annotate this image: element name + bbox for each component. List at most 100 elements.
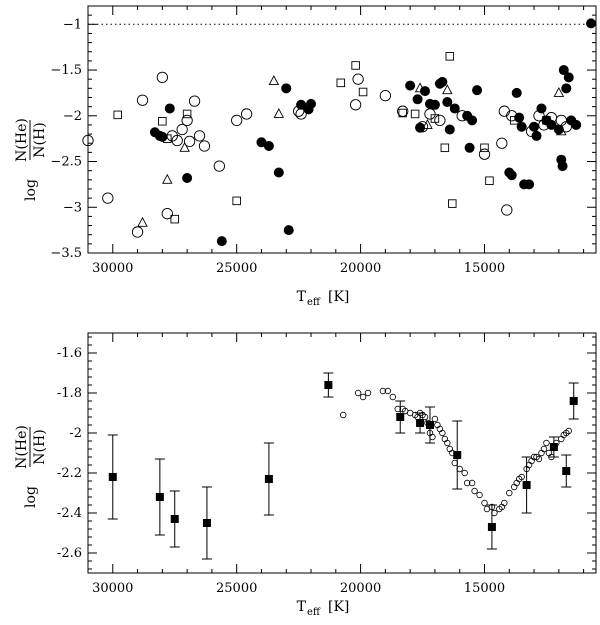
bottom-point-open-circle bbox=[424, 419, 431, 427]
top-point-open-square bbox=[410, 109, 420, 119]
top-xlabel-main: T bbox=[297, 289, 307, 305]
bottom-point-open-circle bbox=[429, 433, 436, 441]
top-point-open-circle bbox=[161, 208, 173, 220]
bottom-point-open-circle bbox=[548, 453, 555, 461]
top-point-filled-circle bbox=[273, 167, 284, 178]
top-point-filled-circle bbox=[557, 161, 568, 172]
top-y-tick-label: −2 bbox=[63, 109, 82, 124]
bottom-y-tick-label: -2.2 bbox=[57, 466, 82, 481]
bottom-point-open-circle bbox=[461, 469, 468, 477]
top-point-filled-circle bbox=[561, 83, 572, 94]
top-point-open-circle bbox=[349, 99, 362, 111]
bottom-point-open-circle bbox=[491, 509, 498, 517]
top-y-tick-label: −2.5 bbox=[50, 155, 82, 170]
bottom-x-tick-label: 30000 bbox=[92, 581, 133, 596]
top-point-open-circle bbox=[198, 140, 211, 152]
top-x-tick-label: 25000 bbox=[216, 261, 257, 276]
top-x-tick-label: 20000 bbox=[340, 261, 381, 276]
bottom-point-open-circle bbox=[463, 479, 471, 487]
bottom-point-open-circle bbox=[354, 389, 362, 397]
bottom-point-open-circle bbox=[553, 439, 560, 447]
top-point-open-circle bbox=[171, 134, 183, 147]
top-ylabel-numerator: N(He) bbox=[14, 118, 30, 162]
top-point-open-triangle bbox=[162, 173, 173, 184]
bottom-point-open-circle bbox=[439, 429, 446, 437]
bottom-point-open-circle bbox=[518, 473, 525, 481]
top-point-filled-circle bbox=[472, 85, 483, 96]
top-point-open-circle bbox=[533, 110, 545, 122]
top-point-open-circle bbox=[352, 73, 364, 85]
top-point-open-triangle bbox=[422, 118, 433, 129]
top-point-open-circle bbox=[82, 134, 94, 147]
top-point-filled-circle bbox=[216, 236, 227, 247]
top-y-tick-label: −1.5 bbox=[50, 63, 82, 78]
bottom-point-filled-square bbox=[453, 451, 462, 459]
top-point-open-circle bbox=[181, 114, 193, 127]
top-point-open-square bbox=[232, 196, 241, 206]
top-point-open-square bbox=[358, 87, 368, 97]
bottom-point-open-circle bbox=[359, 393, 367, 401]
bottom-xlabel-sub: eff bbox=[307, 607, 321, 618]
top-point-open-circle bbox=[525, 125, 538, 137]
bottom-point-open-circle bbox=[540, 445, 548, 453]
bottom-point-open-circle bbox=[394, 405, 401, 413]
top-point-open-circle bbox=[434, 114, 446, 127]
top-point-filled-circle bbox=[157, 131, 168, 142]
bottom-point-filled-square bbox=[264, 475, 273, 483]
top-point-filled-circle bbox=[516, 121, 527, 132]
top-point-open-square bbox=[336, 78, 346, 88]
bottom-point-open-circle bbox=[451, 459, 458, 467]
top-point-open-circle bbox=[231, 114, 243, 127]
bottom-point-open-circle bbox=[471, 487, 478, 495]
bottom-y-tick-label: -1.8 bbox=[57, 386, 82, 401]
top-point-open-circle bbox=[213, 160, 225, 172]
top-point-filled-circle bbox=[306, 98, 317, 109]
bottom-x-axis-label: T eff [K] bbox=[297, 599, 350, 618]
top-point-open-circle bbox=[102, 192, 114, 204]
bottom-point-open-circle bbox=[468, 479, 476, 487]
top-point-open-square bbox=[170, 214, 179, 224]
bottom-point-open-circle bbox=[535, 455, 543, 463]
top-point-filled-circle bbox=[442, 97, 453, 108]
top-x-axis-label: T eff [K] bbox=[297, 289, 350, 308]
top-ylabel-denominator: N(H) bbox=[32, 122, 48, 157]
top-point-filled-circle bbox=[506, 170, 517, 181]
top-point-open-square bbox=[445, 52, 455, 61]
bottom-point-filled-square bbox=[569, 397, 578, 405]
top-point-open-circle bbox=[188, 95, 201, 107]
top-point-open-circle bbox=[240, 108, 253, 120]
top-point-open-triangle bbox=[414, 82, 426, 93]
top-point-open-circle bbox=[456, 110, 468, 122]
top-point-open-square bbox=[430, 114, 440, 123]
top-point-filled-circle bbox=[164, 103, 175, 114]
bottom-y-tick-label: -2.4 bbox=[57, 506, 82, 521]
bottom-point-filled-square bbox=[170, 515, 179, 523]
top-point-open-square bbox=[182, 109, 192, 119]
bottom-point-open-circle bbox=[488, 503, 496, 511]
top-point-filled-circle bbox=[558, 65, 569, 76]
top-y-axis-label: log N(He) N(H) bbox=[14, 118, 48, 201]
top-point-open-triangle bbox=[179, 141, 190, 152]
top-point-filled-circle bbox=[420, 86, 431, 97]
top-point-open-square bbox=[351, 61, 360, 70]
top-point-filled-circle bbox=[449, 103, 460, 114]
bottom-y-axis-label: log N(He) N(H) bbox=[14, 425, 48, 508]
bottom-point-filled-square bbox=[562, 467, 571, 475]
bottom-plot-frame bbox=[87, 332, 597, 574]
top-point-filled-circle bbox=[429, 99, 440, 110]
top-y-tick-label: −1 bbox=[63, 17, 82, 32]
bottom-x-tick-label: 20000 bbox=[340, 581, 381, 596]
top-point-filled-circle bbox=[437, 76, 448, 87]
top-point-open-square bbox=[163, 134, 172, 143]
top-point-filled-circle bbox=[263, 140, 274, 151]
bottom-point-open-circle bbox=[379, 387, 387, 395]
top-point-open-circle bbox=[183, 135, 196, 148]
bottom-point-open-circle bbox=[364, 389, 372, 397]
bottom-y-tick-label: -2.6 bbox=[57, 546, 82, 561]
top-point-open-circle bbox=[478, 148, 491, 160]
bottom-panel: log N(He) N(H) T eff [K] 30000 25000 20000… bbox=[14, 332, 597, 618]
bottom-y-tick-label: -2 bbox=[69, 426, 82, 441]
top-point-filled-circle bbox=[586, 18, 597, 29]
